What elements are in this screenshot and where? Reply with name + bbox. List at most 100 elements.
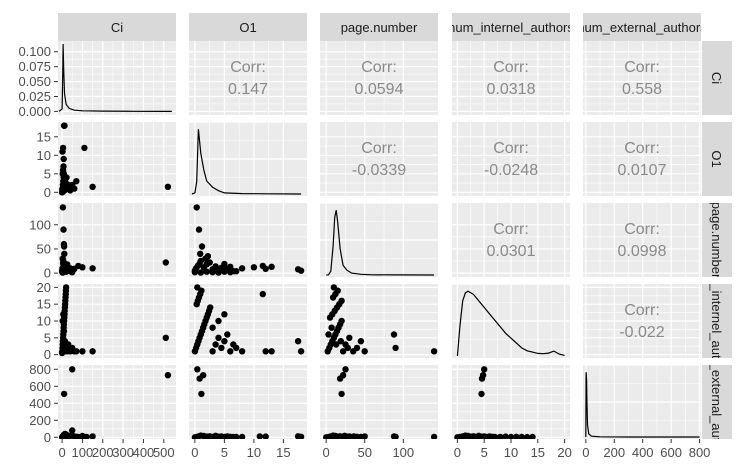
corr-label: Corr:	[230, 59, 266, 76]
scatter-point	[60, 163, 67, 170]
scatter-point	[238, 348, 246, 355]
y-tick-label: 20	[37, 280, 51, 295]
x-tick-label: 400	[133, 445, 155, 460]
density-series-ci	[58, 43, 172, 113]
scatter-point	[361, 348, 368, 355]
scatter-point	[197, 257, 204, 265]
scatter-point	[361, 433, 368, 439]
y-tick-label: 200	[29, 413, 51, 428]
strip-top-page-number	[320, 13, 438, 41]
scatter-point	[215, 334, 222, 341]
scatter-series-o1-vs-num-external-authors	[191, 366, 305, 439]
scatter-point	[204, 253, 212, 260]
scatter-point	[60, 155, 67, 163]
scatter-point	[392, 433, 399, 439]
y-tick-label: 0	[44, 185, 51, 200]
scatter-point	[191, 269, 199, 276]
scatter-point	[69, 366, 76, 373]
scatter-point	[224, 331, 231, 338]
x-tick-label: 0	[191, 445, 198, 460]
scatter-point	[502, 433, 509, 439]
scatter-point	[256, 433, 263, 439]
corr-value: 0.558	[622, 81, 662, 98]
scatter-point	[89, 348, 96, 355]
scatter-point	[198, 390, 205, 398]
corr-label: Corr:	[624, 221, 660, 238]
scatter-point	[430, 433, 438, 439]
scatter-point	[227, 348, 234, 355]
scatter-point	[195, 226, 203, 233]
x-tick-label: 500	[153, 445, 175, 460]
strip-label-top-page-number: page.number	[341, 20, 418, 35]
corr-value: 0.0301	[487, 243, 536, 260]
scatter-point	[339, 348, 347, 355]
y-tick-label: 600	[29, 379, 51, 394]
strip-label-right-page-number: page.number	[709, 202, 724, 279]
scatter-point	[83, 433, 90, 439]
scatter-point	[328, 324, 335, 331]
scatter-point	[66, 433, 73, 439]
scatter-point	[294, 338, 302, 345]
panel-background	[58, 122, 176, 196]
x-tick-label: 10	[504, 445, 518, 460]
scatter-point	[61, 338, 69, 345]
strip-label-top-ci: Ci	[111, 20, 123, 35]
x-tick-label: 800	[689, 445, 711, 460]
scatter-point	[89, 265, 96, 272]
panel-r3-c1	[189, 284, 307, 358]
scatter-point	[346, 334, 353, 341]
panel-background	[583, 122, 701, 196]
scatter-point	[71, 185, 78, 192]
strip-top-ci	[58, 13, 176, 41]
scatter-point	[197, 250, 204, 257]
panel-r3-c0	[58, 284, 176, 358]
scatter-point	[390, 331, 398, 338]
scatter-point	[221, 260, 228, 268]
axis-ticks: 0.0000.0250.0500.0750.100051015050100051…	[18, 44, 710, 460]
x-tick-label: 300	[112, 445, 134, 460]
panel-r0-c0	[58, 41, 176, 115]
scatter-point	[353, 344, 361, 352]
corr-value: -0.0248	[484, 162, 538, 179]
scatter-point	[262, 265, 269, 272]
panel-background	[58, 365, 176, 439]
scatter-point	[478, 390, 485, 398]
density-line	[326, 210, 435, 276]
scatter-point	[60, 226, 67, 233]
strip-right-num-internel-authors	[702, 284, 732, 358]
panel-r0-c3: Corr: 0.0318	[452, 41, 570, 115]
panel-background	[583, 41, 701, 115]
density-series-o1	[191, 129, 302, 195]
scatter-point	[523, 433, 531, 439]
scatter-point	[197, 269, 204, 276]
scatter-point	[73, 348, 80, 355]
density-line	[58, 43, 172, 113]
scatter-point	[196, 375, 203, 382]
strip-label-right-ci: Ci	[709, 72, 724, 84]
x-tick-label: 15	[531, 445, 545, 460]
x-tick-label: 200	[92, 445, 114, 460]
scatter-point	[61, 186, 69, 194]
scatter-point	[73, 433, 80, 439]
x-tick-label: 100	[392, 445, 414, 460]
scatter-point	[259, 290, 266, 298]
corr-value: 0.147	[228, 81, 268, 98]
y-tick-label: 50	[37, 241, 51, 256]
scatter-point	[215, 317, 222, 325]
panel-r3-c3	[452, 283, 570, 358]
scatter-series-num-internel-authors-vs-num-external-authors	[454, 366, 536, 439]
scatter-point	[73, 178, 80, 185]
panel-background	[189, 365, 307, 439]
scatter-series-page-number-vs-num-internel-authors	[324, 284, 438, 355]
scatter-point	[338, 317, 345, 325]
scatter-point	[79, 348, 86, 355]
scatter-point	[342, 366, 349, 373]
corr-value: 0.0594	[355, 81, 404, 98]
x-tick-label: 600	[660, 445, 682, 460]
panel-r3-c2	[320, 284, 438, 358]
x-tick-label: 400	[632, 445, 654, 460]
panel-r1-c1	[189, 121, 307, 196]
scatter-point	[62, 284, 70, 291]
corr-value: 0.0998	[618, 243, 667, 260]
scatter-point	[198, 243, 206, 250]
